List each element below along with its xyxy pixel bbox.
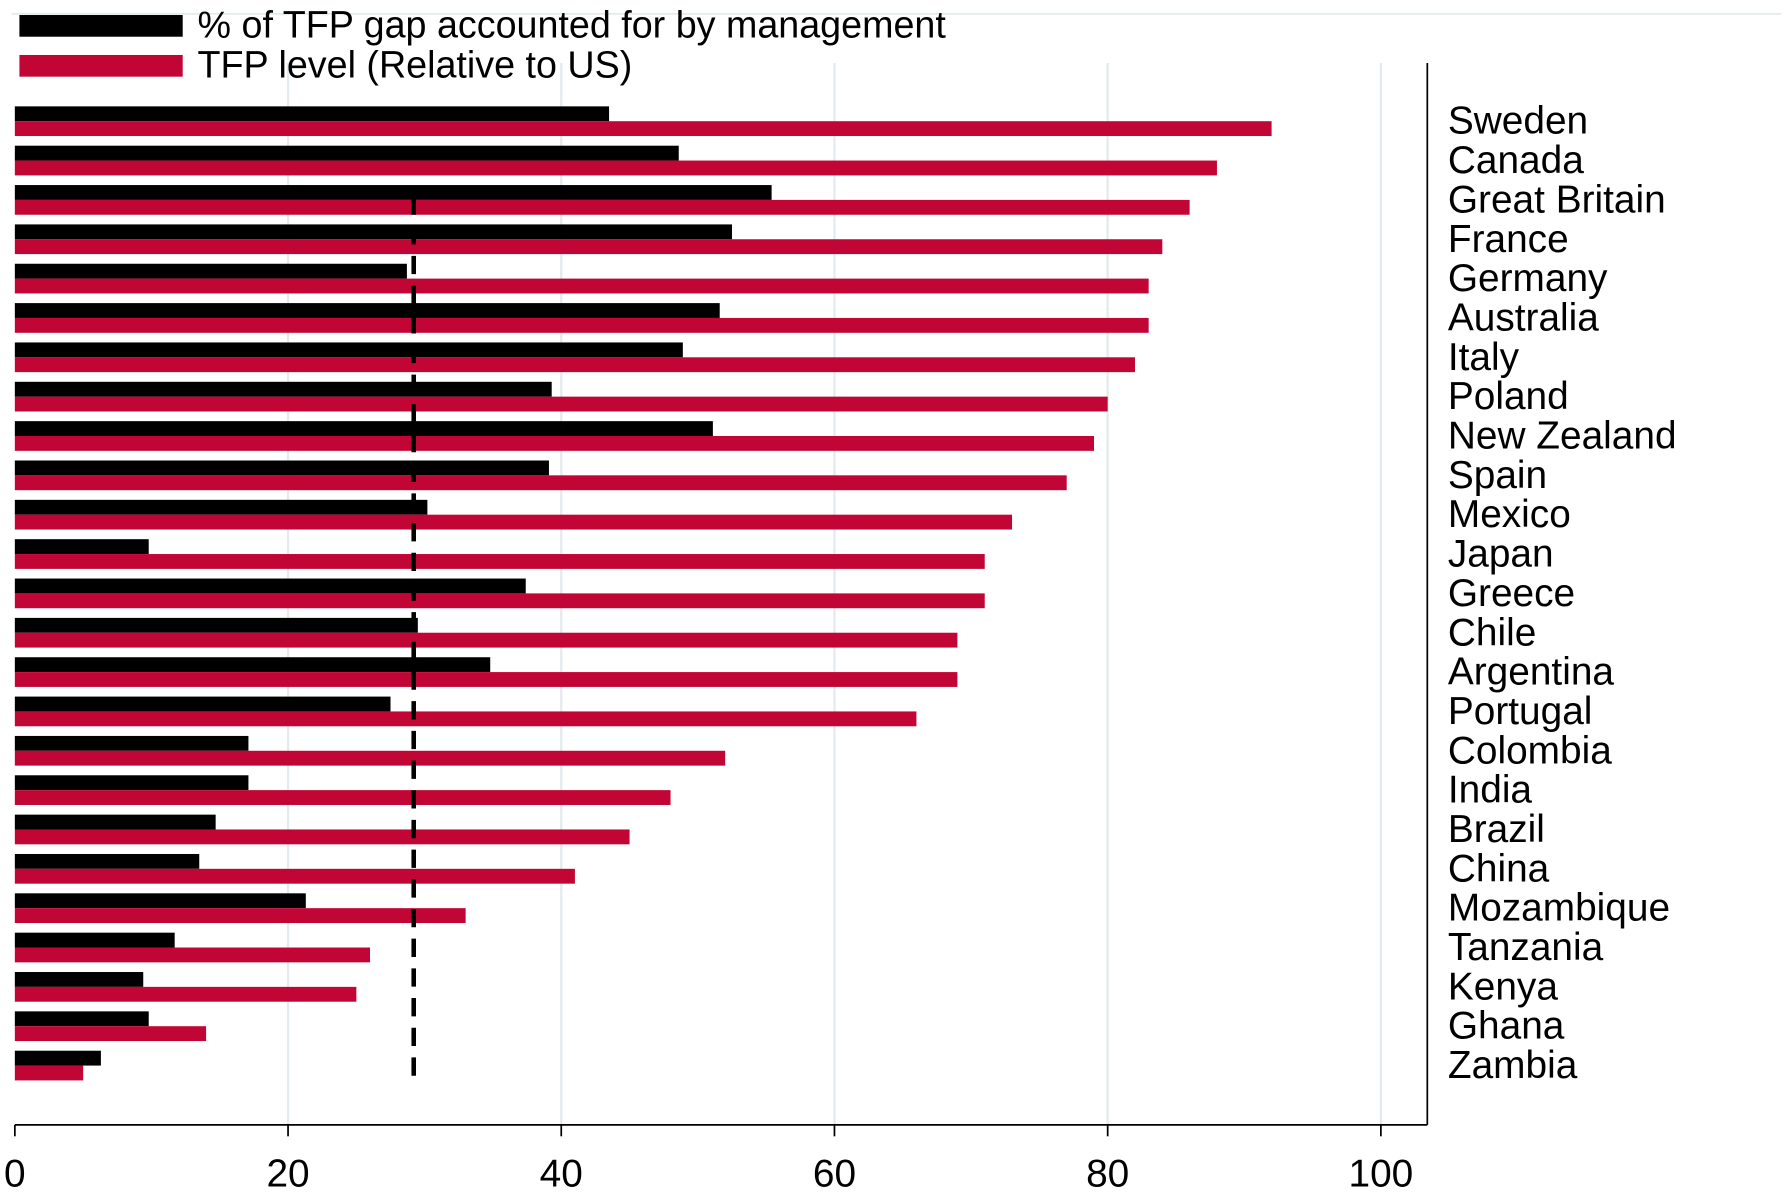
bar xyxy=(14,475,1067,491)
bar xyxy=(14,499,428,515)
bar xyxy=(14,853,200,869)
bar xyxy=(14,381,552,397)
category-label: Colombia xyxy=(1448,729,1612,772)
category-label: Kenya xyxy=(1448,965,1558,1008)
category-label: France xyxy=(1448,218,1569,261)
category-label: Spain xyxy=(1448,454,1547,497)
bar xyxy=(14,1050,101,1066)
category-label: Poland xyxy=(1448,375,1569,418)
category-label: Brazil xyxy=(1448,808,1545,851)
bar xyxy=(14,617,418,633)
x-tick-label: 20 xyxy=(266,1153,309,1196)
bar xyxy=(14,908,466,924)
category-label: Canada xyxy=(1448,139,1584,182)
bar xyxy=(14,539,149,555)
bar xyxy=(14,711,917,727)
bar xyxy=(14,790,671,805)
bar xyxy=(14,554,985,569)
bar xyxy=(14,357,1135,373)
bar xyxy=(14,160,1217,176)
category-label: New Zealand xyxy=(1448,415,1677,458)
category-label: Ghana xyxy=(1448,1005,1565,1048)
category-label: China xyxy=(1448,847,1550,890)
bar xyxy=(14,514,1013,530)
bar xyxy=(14,735,249,751)
category-label: Zambia xyxy=(1448,1044,1578,1087)
x-tick-label: 80 xyxy=(1086,1153,1129,1196)
bar xyxy=(14,775,249,791)
bar xyxy=(14,396,1108,412)
bar xyxy=(14,814,216,830)
bar xyxy=(14,303,720,318)
bar xyxy=(14,829,630,845)
legend-swatch xyxy=(19,15,183,37)
bar xyxy=(14,263,407,279)
category-label: Tanzania xyxy=(1448,926,1604,969)
bar xyxy=(14,972,144,987)
bar xyxy=(14,145,679,161)
category-label: Sweden xyxy=(1448,100,1588,143)
bar xyxy=(14,696,391,712)
bar xyxy=(14,106,610,122)
bar xyxy=(14,893,306,909)
bar xyxy=(14,1011,149,1027)
bar xyxy=(14,1026,207,1042)
bar xyxy=(14,121,1272,137)
bar xyxy=(14,672,958,687)
category-label: Mexico xyxy=(1448,493,1571,536)
category-label: Greece xyxy=(1448,572,1575,615)
bar xyxy=(14,593,985,609)
bar xyxy=(14,199,1190,215)
bar xyxy=(14,1065,84,1081)
bar xyxy=(14,632,958,648)
bar xyxy=(14,317,1149,333)
bar xyxy=(14,239,1163,255)
legend-label: % of TFP gap accounted for by management xyxy=(198,4,947,46)
x-tick-label: 100 xyxy=(1348,1153,1413,1196)
bar xyxy=(14,657,491,673)
category-label: Argentina xyxy=(1448,651,1615,694)
bar xyxy=(14,868,575,884)
legend-swatch xyxy=(19,54,183,77)
x-tick-label: 40 xyxy=(540,1153,583,1196)
x-tick-label: 0 xyxy=(4,1153,26,1196)
bar xyxy=(14,932,175,948)
category-label: Portugal xyxy=(1448,690,1593,733)
bar xyxy=(14,185,772,200)
bar xyxy=(14,750,726,766)
category-label: Italy xyxy=(1448,336,1520,379)
category-label: Germany xyxy=(1448,257,1608,300)
bar xyxy=(14,278,1149,294)
category-label: Chile xyxy=(1448,611,1536,654)
legend-label: TFP level (Relative to US) xyxy=(198,43,633,85)
bar xyxy=(14,435,1095,451)
bar xyxy=(14,578,526,594)
bar xyxy=(14,947,371,963)
category-label: Great Britain xyxy=(1448,178,1666,221)
bar xyxy=(14,460,549,476)
bar xyxy=(14,986,357,1002)
category-label: Japan xyxy=(1448,533,1554,576)
bar xyxy=(14,421,713,436)
bar xyxy=(14,342,683,358)
category-label: India xyxy=(1448,769,1533,812)
bar xyxy=(14,224,733,240)
x-tick-label: 60 xyxy=(813,1153,856,1196)
category-label: Australia xyxy=(1448,296,1599,339)
category-label: Mozambique xyxy=(1448,887,1670,930)
